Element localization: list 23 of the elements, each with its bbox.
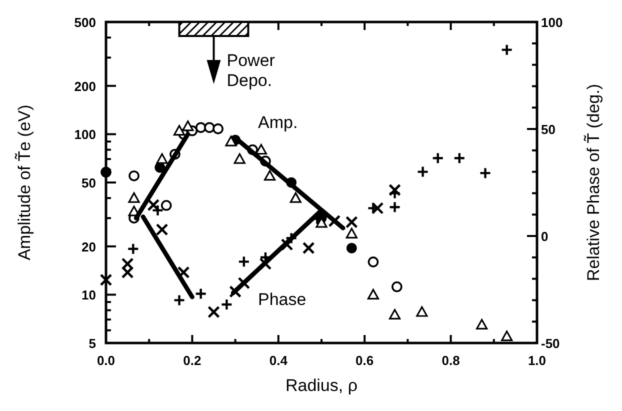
y-tick-label: 20 <box>82 239 96 254</box>
annotation: Amp. <box>258 113 298 132</box>
band-label: Power Depo. <box>226 51 276 90</box>
x-tick-label: 0.0 <box>96 353 116 368</box>
y-tick-label: 100 <box>74 127 96 142</box>
x-tick-label: 0.6 <box>356 353 374 368</box>
annotation: Phase <box>258 290 306 309</box>
x-tick-label: 0.8 <box>442 353 460 368</box>
y-tick-label: 200 <box>74 78 96 94</box>
y2-tick-label: 100 <box>541 15 563 30</box>
y2-tick-label: 0 <box>541 229 548 244</box>
y-tick-label: 50 <box>82 176 96 190</box>
x-tick-label: 0.4 <box>269 353 288 368</box>
y2-tick-label: -50 <box>541 336 560 351</box>
y2-axis-title: Relative Phase of T̃ (deg.) <box>583 84 603 282</box>
y-axis-title: Amplitude of T̃e (eV) <box>14 104 34 260</box>
y-tick-label: 5 <box>88 336 96 351</box>
x-axis-title: Radius, ρ <box>285 376 358 395</box>
y-tick-label: 500 <box>74 15 96 30</box>
x-tick-label: 1.0 <box>528 353 546 368</box>
y2-tick-label: 50 <box>541 122 556 137</box>
x-tick-label: 0.2 <box>183 353 202 368</box>
y-tick-label: 10 <box>82 288 96 303</box>
